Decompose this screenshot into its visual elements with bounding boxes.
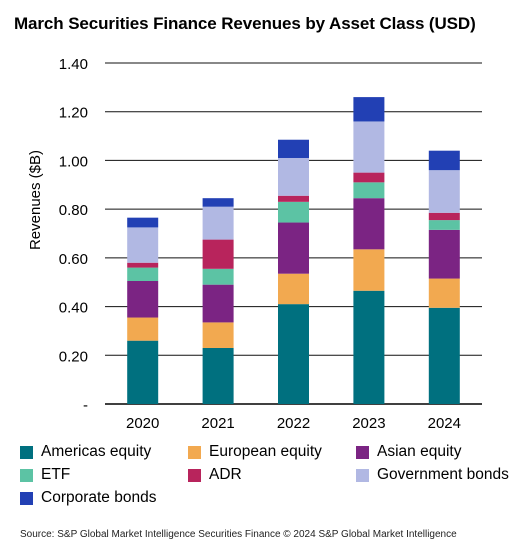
bar-segment-asian-equity-2023 [353, 198, 385, 250]
bar-segment-adr-2023 [353, 172, 385, 183]
bar-segment-corporate-bonds-2024 [428, 150, 460, 171]
bar-segment-government-bonds-2024 [428, 170, 460, 213]
bar-segment-corporate-bonds-2023 [353, 97, 385, 122]
legend-item: ETF [20, 466, 188, 484]
bar-segment-asian-equity-2024 [428, 229, 460, 279]
legend-label: ADR [209, 466, 242, 483]
legend-swatch [356, 445, 369, 459]
bar-segment-asian-equity-2022 [278, 222, 309, 274]
legend-label: Asian equity [377, 443, 462, 460]
bar-segment-americas-equity-2021 [202, 347, 234, 404]
x-tick-label: 2022 [277, 415, 310, 432]
x-tick-label: 2021 [201, 415, 234, 432]
chart-title: March Securities Finance Revenues by Ass… [14, 14, 476, 33]
y-tick-label: 0.40 [59, 300, 88, 317]
x-tick-label: 2024 [428, 415, 461, 432]
legend-swatch [188, 468, 201, 482]
legend-item: Corporate bonds [20, 489, 188, 507]
bar-segment-european-equity-2023 [353, 249, 385, 291]
bar-segment-americas-equity-2024 [428, 307, 460, 404]
bar-segment-european-equity-2021 [202, 322, 234, 348]
bar-segment-european-equity-2024 [428, 278, 460, 308]
bar-segment-adr-2020 [127, 262, 159, 268]
y-tick-label: 1.20 [59, 105, 88, 122]
x-tick-label: 2020 [126, 415, 159, 432]
y-tick-label: - [83, 397, 88, 414]
bar-segment-government-bonds-2020 [127, 227, 159, 263]
bar-segment-corporate-bonds-2021 [202, 198, 234, 207]
legend-swatch [20, 468, 33, 482]
bar-segment-etf-2022 [278, 201, 309, 223]
bar-segment-etf-2023 [353, 182, 385, 199]
bar-segment-government-bonds-2022 [278, 157, 309, 196]
legend-swatch [20, 491, 33, 505]
legend-item: Americas equity [20, 443, 188, 461]
legend-item: European equity [188, 443, 356, 461]
bar-segment-corporate-bonds-2020 [127, 217, 159, 228]
legend-swatch [188, 445, 201, 459]
bar-segment-european-equity-2020 [127, 317, 159, 341]
legend-swatch [356, 468, 369, 482]
bar-segment-asian-equity-2021 [202, 284, 234, 323]
bar-segment-adr-2021 [202, 239, 234, 269]
bar-stacks [127, 97, 460, 404]
bar-segment-americas-equity-2022 [278, 304, 309, 404]
bar-segment-etf-2024 [428, 220, 460, 230]
legend-label: Government bonds [377, 466, 509, 483]
bar-segment-americas-equity-2020 [127, 340, 159, 404]
bar-segment-asian-equity-2020 [127, 280, 159, 318]
legend-swatch [20, 445, 33, 459]
legend-label: European equity [209, 443, 322, 460]
legend-label: Corporate bonds [41, 489, 157, 506]
legend-item: ADR [188, 466, 356, 484]
y-tick-label: 1.00 [59, 153, 88, 170]
legend: Americas equity European equity Asian equi… [20, 443, 520, 507]
bar-segment-americas-equity-2023 [353, 290, 385, 404]
y-axis-ticks: - 0.20 0.40 0.60 0.80 1.00 1.20 1.40 [59, 56, 88, 414]
source-note: Source: S&P Global Market Intelligence S… [20, 529, 457, 540]
bar-segment-government-bonds-2023 [353, 121, 385, 173]
x-tick-label: 2023 [352, 415, 385, 432]
y-tick-label: 0.20 [59, 348, 88, 365]
y-tick-label: 1.40 [59, 56, 88, 73]
legend-label: ETF [41, 466, 71, 483]
legend-label: Americas equity [41, 443, 152, 460]
legend-item: Government bonds [356, 466, 520, 484]
legend-item: Asian equity [356, 443, 520, 461]
bar-segment-european-equity-2022 [278, 273, 309, 305]
y-tick-label: 0.80 [59, 202, 88, 219]
y-axis-label: Revenues ($B) [27, 150, 44, 250]
bar-segment-government-bonds-2021 [202, 206, 234, 240]
bar-segment-etf-2021 [202, 268, 234, 285]
bar-segment-corporate-bonds-2022 [278, 139, 309, 158]
y-tick-label: 0.60 [59, 251, 88, 268]
x-axis-ticks: 2020 2021 2022 2023 2024 [126, 415, 461, 432]
bar-segment-adr-2022 [278, 195, 309, 202]
bar-segment-etf-2020 [127, 267, 159, 281]
bar-segment-adr-2024 [428, 212, 460, 221]
